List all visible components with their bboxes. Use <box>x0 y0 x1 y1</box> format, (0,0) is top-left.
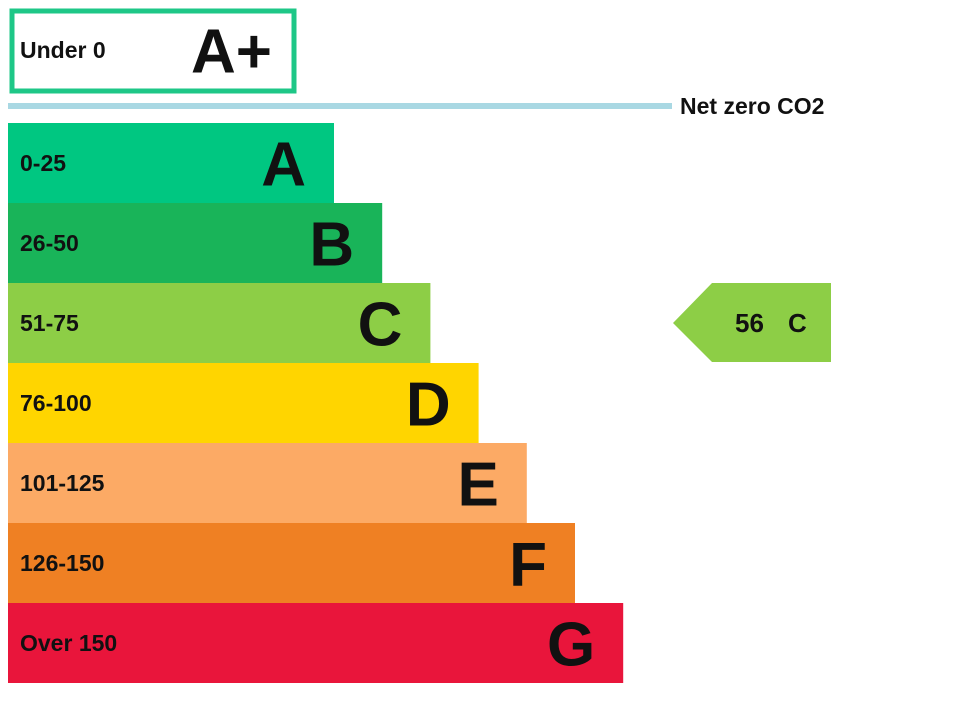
top-rating-box <box>9 8 297 94</box>
top-rating-letter: A+ <box>191 18 272 87</box>
rating-band <box>8 203 383 283</box>
band-range: Over 150 <box>20 630 117 656</box>
band-letter: E <box>457 451 498 520</box>
band-range: 76-100 <box>20 390 92 416</box>
band-range: 0-25 <box>20 150 66 176</box>
band-letter: D <box>406 371 451 440</box>
top-range-label: Under 0 <box>20 37 106 63</box>
band-range: 126-150 <box>20 550 104 576</box>
net-zero-label: Net zero CO2 <box>680 93 824 119</box>
band-letter: B <box>309 211 354 280</box>
current-rating-value: 56 <box>735 308 764 338</box>
rating-band <box>8 523 575 603</box>
rating-band <box>8 283 431 363</box>
rating-band <box>8 603 624 683</box>
rating-band <box>8 123 334 203</box>
band-range: 101-125 <box>20 470 105 496</box>
current-rating-letter: C <box>788 308 807 338</box>
band-range: 51-75 <box>20 310 79 336</box>
band-letter: F <box>509 531 547 600</box>
band-letter: G <box>547 611 595 680</box>
band-letter: C <box>358 291 403 360</box>
band-range: 26-50 <box>20 230 79 256</box>
current-rating-arrow <box>673 283 831 362</box>
band-letter: A <box>261 131 306 200</box>
rating-band <box>8 363 479 443</box>
rating-band <box>8 443 527 523</box>
